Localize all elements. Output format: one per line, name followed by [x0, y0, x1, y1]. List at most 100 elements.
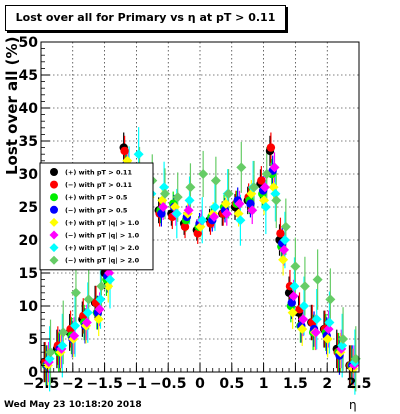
data-point [105, 274, 116, 285]
data-point [180, 222, 190, 231]
data-point [257, 176, 266, 185]
data-point [94, 304, 105, 315]
data-point [338, 334, 349, 344]
legend-marker [49, 255, 59, 265]
legend-box [39, 162, 154, 271]
data-markers [40, 143, 361, 374]
data-point [171, 208, 182, 219]
data-point [247, 205, 258, 216]
data-point [223, 188, 234, 199]
legend-marker [50, 193, 58, 202]
x-tick-label: 2 [322, 376, 332, 392]
data-point [82, 307, 93, 318]
data-point [104, 268, 115, 278]
data-point [57, 340, 68, 351]
data-point [298, 314, 309, 325]
data-point [280, 221, 291, 232]
data-point [271, 195, 282, 206]
x-tick-label: −1.5 [86, 376, 123, 392]
data-point [290, 261, 301, 272]
legend-label: (+) with pT |q| > 2.0 [65, 244, 140, 253]
y-tick-label: 20 [19, 233, 39, 249]
data-point [45, 347, 56, 358]
x-axis-label: η [349, 398, 357, 412]
data-point [185, 182, 196, 193]
data-point [159, 188, 170, 199]
data-point [259, 182, 270, 193]
data-point [350, 353, 361, 364]
data-point [183, 205, 194, 216]
x-tick-label: 0 [195, 376, 205, 392]
legend-marker [50, 205, 58, 214]
data-point [81, 317, 92, 328]
data-point [261, 169, 272, 179]
data-point [69, 330, 80, 341]
x-tick-label: 2.5 [347, 376, 372, 392]
data-point [172, 192, 183, 203]
x-tick-label: −0.5 [150, 376, 187, 392]
x-tick-label: 1.5 [283, 376, 308, 392]
data-point [325, 294, 336, 305]
data-point [297, 324, 308, 335]
data-point [249, 182, 260, 193]
data-point [322, 334, 333, 344]
x-tick-label: 0.5 [219, 376, 244, 392]
data-point [95, 294, 106, 305]
y-tick-label: 50 [19, 35, 39, 51]
data-point [210, 175, 221, 186]
y-tick-label: 5 [28, 332, 38, 348]
data-point [209, 211, 220, 222]
data-point [58, 327, 69, 338]
legend-marker [50, 180, 58, 189]
legend-label: (−) with pT > 0.11 [65, 181, 132, 189]
data-point [266, 143, 276, 152]
data-point [276, 229, 285, 238]
x-tick-label: 1 [259, 376, 269, 392]
y-tick-label: 35 [19, 134, 38, 150]
y-tick-label: 0 [28, 365, 38, 381]
data-point [324, 317, 335, 328]
y-tick-label: 30 [19, 167, 39, 183]
data-point [279, 244, 290, 255]
data-point [158, 202, 169, 212]
data-point [269, 162, 280, 173]
y-axis-label: Lost over all (%) [3, 36, 21, 175]
data-point [278, 254, 289, 265]
data-point [310, 327, 321, 338]
x-tick-label: −2 [62, 376, 83, 392]
legend-label: (+) with pT > 0.5 [65, 194, 128, 202]
data-point [96, 281, 107, 292]
data-point [235, 215, 246, 226]
data-point [198, 169, 209, 179]
data-point [70, 320, 81, 331]
data-point [209, 202, 220, 212]
timestamp: Wed May 23 10:18:20 2018 [4, 400, 142, 410]
data-point [70, 287, 81, 298]
data-point [299, 281, 310, 292]
data-point [299, 301, 310, 311]
chart-title: Lost over all for Primary vs η at pT > 0… [5, 5, 286, 31]
data-point [337, 340, 348, 351]
legend-marker [50, 168, 58, 176]
legend-marker [49, 217, 59, 227]
data-point [288, 291, 299, 302]
data-point [44, 353, 55, 364]
data-point [311, 314, 322, 325]
legend-label: (+) with pT > 0.11 [65, 169, 132, 177]
x-tick-label: −2.5 [23, 376, 60, 392]
legend-marker [49, 230, 59, 240]
data-point [312, 274, 323, 285]
axis-ticks: −2.5 −2 −1.5 −1 −0.5 0 0.5 1 1.5 2 2.5 0 5 10 15 20 25 30… [19, 35, 372, 392]
data-point [120, 146, 129, 156]
legend-marker [49, 243, 59, 253]
y-tick-label: 45 [19, 68, 38, 84]
data-point [93, 314, 104, 325]
data-point [197, 215, 208, 226]
y-tick-label: 40 [19, 101, 39, 117]
data-point [289, 281, 300, 292]
y-tick-label: 10 [19, 299, 39, 315]
data-point [270, 188, 281, 199]
legend-label: (−) with pT |q| > 1.0 [65, 232, 140, 241]
y-tick-label: 15 [19, 266, 38, 282]
